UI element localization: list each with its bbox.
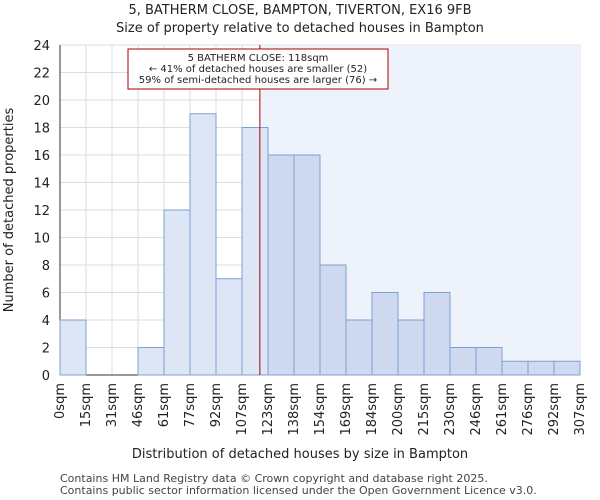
x-tick-label: 123sqm (261, 383, 276, 436)
y-tick-label: 14 (33, 177, 50, 192)
annotation-box (127, 48, 389, 90)
y-tick-label: 10 (33, 232, 50, 247)
x-tick-label: 61sqm (157, 383, 172, 427)
bar (371, 292, 399, 376)
chart-subtitle: Size of property relative to detached ho… (116, 21, 484, 36)
bar (553, 360, 581, 376)
x-tick-label: 0sqm (53, 383, 68, 419)
x-tick-label: 276sqm (521, 383, 536, 436)
y-tick-label: 0 (42, 369, 50, 384)
bar (189, 113, 217, 376)
x-tick-label: 31sqm (105, 383, 120, 427)
y-tick-label: 22 (33, 67, 50, 82)
y-axis-label: Number of detached properties (2, 108, 17, 313)
bar (319, 264, 347, 376)
x-tick-label: 215sqm (417, 383, 432, 436)
x-tick-label: 200sqm (391, 383, 406, 436)
x-tick-label: 15sqm (79, 383, 94, 427)
x-tick-label: 261sqm (495, 383, 510, 436)
x-tick-label: 154sqm (313, 383, 328, 436)
bar (59, 319, 87, 376)
x-tick-label: 46sqm (131, 383, 146, 427)
bar (163, 209, 191, 376)
footer-line-2: Contains public sector information licen… (60, 484, 537, 497)
y-tick-label: 8 (42, 259, 50, 274)
x-tick-label: 77sqm (183, 383, 198, 427)
bar (137, 347, 165, 376)
bar (267, 154, 295, 376)
x-axis-label: Distribution of detached houses by size … (132, 447, 468, 462)
x-tick-label: 138sqm (287, 383, 302, 436)
bar (527, 360, 555, 376)
y-tick-label: 18 (33, 122, 50, 137)
x-tick-label: 184sqm (365, 383, 380, 436)
y-tick-label: 4 (42, 314, 50, 329)
x-tick-label: 230sqm (443, 383, 458, 436)
y-tick-label: 6 (42, 287, 50, 302)
y-tick-label: 20 (33, 94, 50, 109)
x-tick-label: 169sqm (339, 383, 354, 436)
y-tick-label: 16 (33, 149, 50, 164)
bar (475, 347, 503, 376)
x-tick-label: 92sqm (209, 383, 224, 427)
y-tick-label: 24 (33, 39, 50, 54)
x-ticks: 0sqm 15sqm 31sqm 46sqm 61sqm 77sqm 92sqm 107sqm… (53, 383, 588, 436)
x-tick-label: 246sqm (469, 383, 484, 436)
y-tick-label: 2 (42, 342, 50, 357)
annotation-line-2: ← 41% of detached houses are smaller (52… (149, 64, 367, 75)
annotation-line-1: 5 BATHERM CLOSE: 118sqm (188, 53, 329, 64)
x-tick-label: 307sqm (573, 383, 588, 436)
bar (293, 154, 321, 376)
chart-title: 5, BATHERM CLOSE, BAMPTON, TIVERTON, EX1… (128, 3, 471, 18)
annotation-line-3: 59% of semi-detached houses are larger (… (139, 75, 377, 86)
bar (241, 127, 269, 376)
bar (501, 360, 529, 376)
x-tick-label: 292sqm (547, 383, 562, 436)
bar (397, 319, 425, 376)
bar (345, 319, 373, 376)
x-tick-label: 107sqm (235, 383, 250, 436)
bar (215, 278, 243, 376)
bars (59, 113, 581, 376)
y-tick-label: 12 (33, 204, 50, 219)
bar (423, 292, 451, 376)
bar (449, 347, 477, 376)
footer-line-1: Contains HM Land Registry data © Crown c… (60, 472, 488, 485)
